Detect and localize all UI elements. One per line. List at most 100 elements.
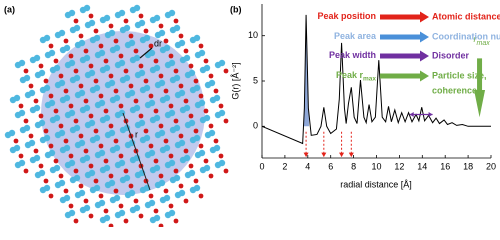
- atom: [113, 44, 121, 52]
- radius-label: r: [135, 129, 138, 139]
- atom: [83, 148, 89, 154]
- atom: [213, 94, 221, 102]
- atom: [123, 18, 129, 24]
- atom: [173, 118, 179, 124]
- atom: [23, 74, 31, 82]
- atom: [103, 208, 109, 214]
- rmax-label-sub: max: [477, 40, 491, 47]
- atom: [13, 138, 19, 144]
- atom: [108, 73, 114, 79]
- atom: [128, 83, 134, 89]
- atom: [143, 128, 149, 134]
- dr-label: dr: [154, 38, 162, 48]
- atom: [143, 28, 149, 34]
- atom: [93, 128, 99, 134]
- annotation-arrow: [380, 11, 429, 23]
- annotation-arrow: [380, 31, 429, 43]
- atom: [68, 103, 74, 109]
- atom: [108, 179, 116, 187]
- atom: [143, 84, 151, 92]
- annotation-arrow: [380, 50, 429, 62]
- atom: [173, 18, 179, 24]
- atom: [38, 169, 46, 177]
- atom: [153, 114, 161, 122]
- atom: [93, 78, 99, 84]
- atom: [183, 154, 191, 162]
- atom: [113, 88, 119, 94]
- atom: [73, 118, 79, 124]
- atom: [43, 134, 51, 142]
- atom: [148, 193, 154, 199]
- atom: [53, 164, 61, 172]
- atom: [148, 99, 156, 107]
- atom: [173, 68, 179, 74]
- atom: [78, 133, 84, 139]
- atom: [128, 89, 136, 97]
- atom: [68, 109, 76, 117]
- atom: [118, 203, 124, 209]
- atom: [93, 184, 101, 192]
- atom: [188, 169, 196, 177]
- atom: [8, 129, 16, 137]
- atom: [58, 73, 64, 79]
- atom: [173, 124, 181, 132]
- atom: [138, 119, 146, 127]
- atom: [123, 168, 129, 174]
- atom: [203, 64, 211, 72]
- atom: [178, 83, 184, 89]
- atom: [103, 58, 109, 64]
- atom: [213, 144, 221, 152]
- atom: [198, 149, 206, 157]
- atom: [93, 34, 101, 42]
- atom: [168, 203, 174, 209]
- atom: [198, 99, 206, 107]
- x-tick-label: 20: [486, 161, 496, 171]
- atom: [163, 38, 169, 44]
- annotation-key-sub: max: [363, 75, 376, 82]
- atom: [123, 24, 131, 32]
- atom: [53, 58, 59, 64]
- atom: [148, 143, 154, 149]
- atom: [133, 4, 141, 12]
- atom: [108, 29, 116, 37]
- atom: [103, 158, 109, 164]
- atom: [83, 48, 89, 54]
- atom: [163, 94, 171, 102]
- atom: [188, 113, 194, 119]
- atom: [18, 159, 26, 167]
- rmax-label-main: r: [474, 35, 478, 45]
- atom: [168, 209, 176, 217]
- atom: [168, 159, 176, 167]
- atom: [168, 53, 174, 59]
- atom: [33, 154, 41, 162]
- atom: [48, 149, 56, 157]
- atom: [153, 64, 161, 72]
- atom: [33, 54, 41, 62]
- atom: [58, 123, 64, 129]
- atom: [168, 109, 176, 117]
- atom: [218, 103, 224, 109]
- atom: [103, 214, 111, 222]
- atom: [83, 4, 91, 12]
- atom: [118, 103, 124, 109]
- atom: [33, 148, 39, 154]
- annotation-result: Particle size,: [432, 70, 487, 80]
- atom: [193, 134, 201, 142]
- peak-marker-head: [321, 152, 327, 158]
- atom: [18, 153, 24, 159]
- atom: [148, 49, 156, 57]
- atom: [203, 114, 211, 122]
- annotation-arrow: [380, 70, 429, 82]
- annotation-key: Peak rmax: [336, 70, 376, 82]
- y-axis-label: G(r) [Å⁻²]: [230, 62, 240, 99]
- atom: [78, 83, 84, 89]
- atom: [173, 24, 181, 32]
- atom: [128, 39, 136, 47]
- atom: [143, 134, 151, 142]
- atom: [68, 159, 76, 167]
- atom: [168, 9, 176, 17]
- atom: [198, 193, 204, 199]
- atom: [113, 194, 121, 202]
- atom: [48, 143, 54, 149]
- atom: [158, 79, 166, 87]
